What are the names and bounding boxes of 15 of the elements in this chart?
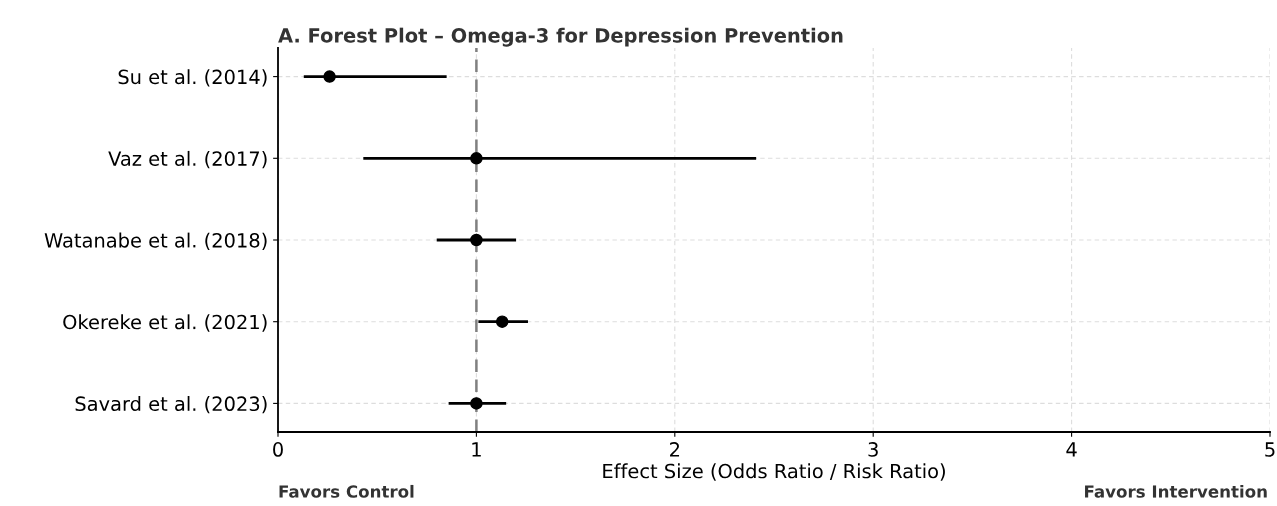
y-tick-label: Savard et al. (2023) [75, 396, 267, 414]
x-tick-label: 0 [273, 442, 283, 457]
x-tick-label: 4 [1066, 442, 1077, 457]
x-tick-label: 1 [472, 442, 481, 457]
x-tick-label: 2 [670, 442, 680, 457]
text: Favors Intervention [1085, 484, 1267, 498]
y-tick-label: Okereke et al. (2021) [63, 314, 267, 332]
text: Favors Control [279, 484, 414, 498]
y-tick-label: Watanabe et al. (2018) [44, 232, 267, 250]
y-tick-label: Su et al. (2014) [118, 69, 267, 87]
x-tick-label: 5 [1265, 442, 1275, 457]
chart-title: A. Forest Plot – Omega-3 for Depression Prevention [278, 27, 843, 47]
x-axis-title: Effect Size (Odds Ratio / Risk Ratio) [603, 463, 945, 481]
y-tick-label: Vaz et al. (2017) [108, 150, 267, 169]
x-tick-label: 3 [868, 442, 878, 457]
